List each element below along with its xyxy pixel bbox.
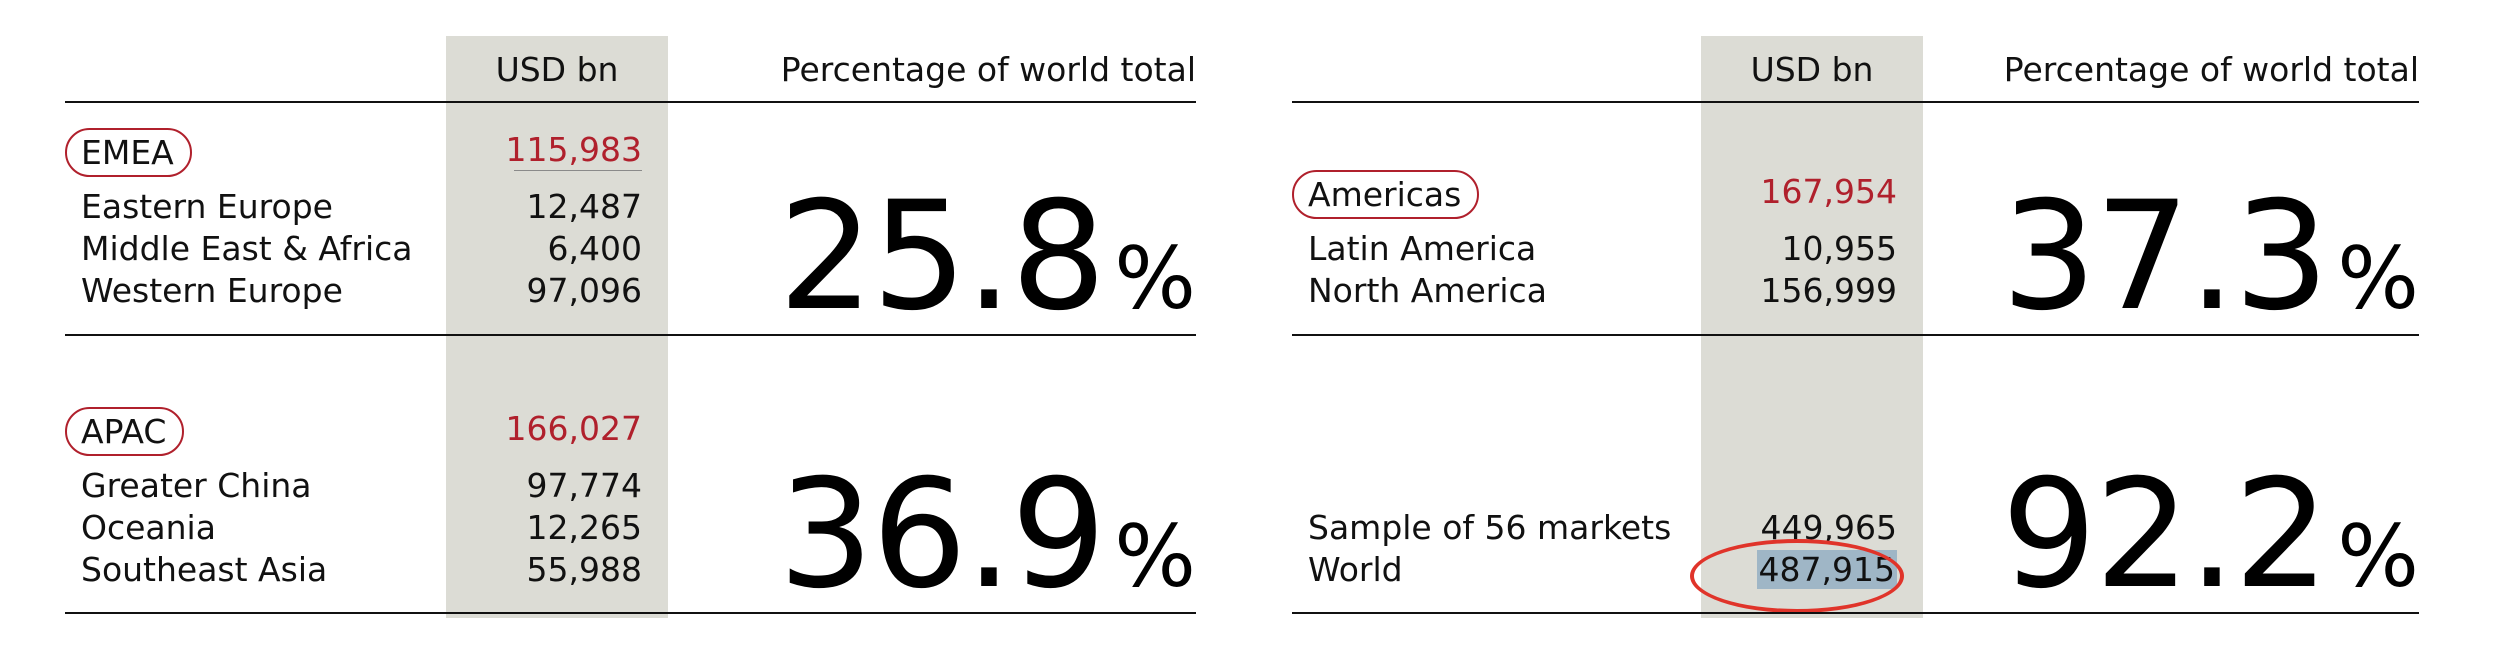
section-rule <box>65 334 1196 336</box>
total-underline <box>514 170 642 171</box>
row-value: 12,265 <box>526 508 642 547</box>
percentage-value: 37.3 <box>2001 170 2329 344</box>
americas-percentage: 37.3% <box>2001 182 2419 332</box>
region-badge-apac: APAC <box>65 407 185 456</box>
percentage-value: 92.2 <box>2001 448 2329 622</box>
percentage-header: Percentage of world total <box>2003 50 2419 89</box>
apac-percentage: 36.9% <box>778 460 1196 610</box>
row-label: Greater China <box>81 466 312 505</box>
header-rule <box>65 101 1196 103</box>
region-total-americas: 167,954 <box>1760 172 1897 211</box>
region-total-apac: 166,027 <box>505 409 642 448</box>
red-circle-annotation <box>1690 539 1904 613</box>
percent-sign: % <box>1114 507 1196 607</box>
bottom-rule <box>65 612 1196 614</box>
usd-column-shade <box>1701 36 1923 618</box>
row-value: 156,999 <box>1760 271 1897 310</box>
row-label: Sample of 56 markets <box>1308 508 1672 547</box>
percent-sign: % <box>2337 507 2419 607</box>
row-value: 97,774 <box>526 466 642 505</box>
row-value: 12,487 <box>526 187 642 226</box>
row-label: World <box>1308 550 1403 589</box>
usd-header: USD bn <box>495 50 619 89</box>
emea-percentage: 25.8% <box>778 182 1196 332</box>
row-label: Eastern Europe <box>81 187 333 226</box>
row-label: North America <box>1308 271 1547 310</box>
percent-sign: % <box>1114 229 1196 329</box>
row-label: Oceania <box>81 508 216 547</box>
section-rule <box>1292 334 2419 336</box>
region-badge-emea: EMEA <box>65 128 192 177</box>
usd-column-shade <box>446 36 668 618</box>
header-rule <box>1292 101 2419 103</box>
row-label: Latin America <box>1308 229 1537 268</box>
bottom-rule <box>1292 612 2419 614</box>
row-value: 10,955 <box>1781 229 1897 268</box>
row-label: Southeast Asia <box>81 550 328 589</box>
left-panel: USD bn Percentage of world total EMEA 11… <box>65 0 1196 664</box>
row-label: Middle East & Africa <box>81 229 413 268</box>
region-total-emea: 115,983 <box>505 130 642 169</box>
row-value: 97,096 <box>526 271 642 310</box>
row-value: 6,400 <box>547 229 642 268</box>
percentage-value: 25.8 <box>778 170 1106 344</box>
percent-sign: % <box>2337 229 2419 329</box>
region-badge-americas: Americas <box>1292 170 1480 219</box>
percentage-value: 36.9 <box>778 448 1106 622</box>
right-panel: USD bn Percentage of world total America… <box>1292 0 2419 664</box>
row-label: Western Europe <box>81 271 343 310</box>
usd-header: USD bn <box>1750 50 1874 89</box>
percentage-header: Percentage of world total <box>780 50 1196 89</box>
row-value: 55,988 <box>526 550 642 589</box>
world-percentage: 92.2% <box>2001 460 2419 610</box>
